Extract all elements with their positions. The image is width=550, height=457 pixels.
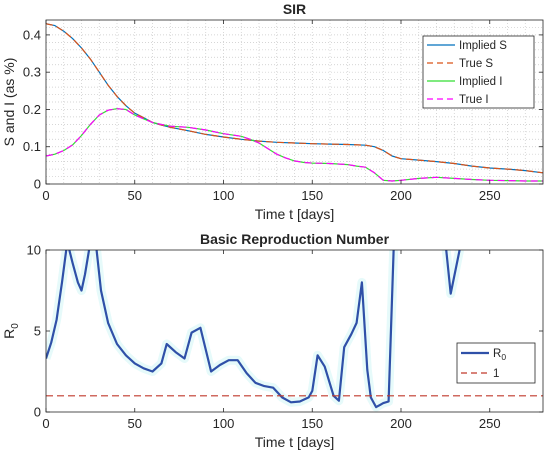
series-line-true-i <box>46 108 543 182</box>
legend-label: Implied S <box>459 40 507 52</box>
series-line-r <box>46 250 461 409</box>
legend: Implied S True S Implied I True I <box>422 35 535 109</box>
x-tick-label: 150 <box>301 416 323 431</box>
x-axis-label: Time t [days] <box>255 434 335 450</box>
y-axis-label-subscript: 0 <box>10 323 21 329</box>
x-axis-label: Time t [days] <box>255 206 335 222</box>
x-tick-label: 250 <box>479 188 501 203</box>
sir-panel: 0 50 100 150 200 250 0 0.1 0.2 0.3 0.4 SIR Time t [d… <box>1 1 544 222</box>
chart-title: SIR <box>283 1 306 17</box>
x-tick-label: 0 <box>42 416 49 431</box>
y-tick-label: 0.3 <box>23 65 41 80</box>
legend-box <box>456 342 536 384</box>
y-tick-label: 0.2 <box>23 102 41 117</box>
y-tick-label: 5 <box>34 324 41 339</box>
x-tick-label: 100 <box>213 416 235 431</box>
legend-label: True S <box>459 58 493 70</box>
x-tick-label: 50 <box>128 416 142 431</box>
axes-box <box>45 19 544 185</box>
y-tick-label: 10 <box>27 243 41 258</box>
x-tick-label: 200 <box>390 416 412 431</box>
y-tick-label: 0.4 <box>23 27 41 42</box>
series-group <box>46 250 543 412</box>
legend-label: 1 <box>493 368 499 380</box>
x-tick-label: 150 <box>301 188 323 203</box>
legend-label: Implied I <box>459 76 502 88</box>
legend-label: True I <box>459 94 489 106</box>
series-group <box>46 23 543 182</box>
legend-label: R0 <box>493 348 506 362</box>
y-axis-label: S and I (as %) <box>1 58 17 147</box>
y-tick-label: 0 <box>34 405 41 420</box>
x-tick-label: 250 <box>479 416 501 431</box>
legend: R0 1 <box>456 342 536 384</box>
series-line-true-s <box>46 23 543 174</box>
x-tick-label: 200 <box>390 188 412 203</box>
y-tick-label: 0.1 <box>23 139 41 154</box>
chart-title: Basic Reproduction Number <box>200 231 390 247</box>
legend-box <box>422 35 535 109</box>
x-tick-label: 0 <box>42 188 49 203</box>
y-tick-label: 0 <box>34 177 41 192</box>
x-tick-label: 100 <box>213 188 235 203</box>
x-tick-label: 50 <box>128 188 142 203</box>
legend-label-subscript: 0 <box>501 352 506 362</box>
plot-area <box>46 250 543 412</box>
